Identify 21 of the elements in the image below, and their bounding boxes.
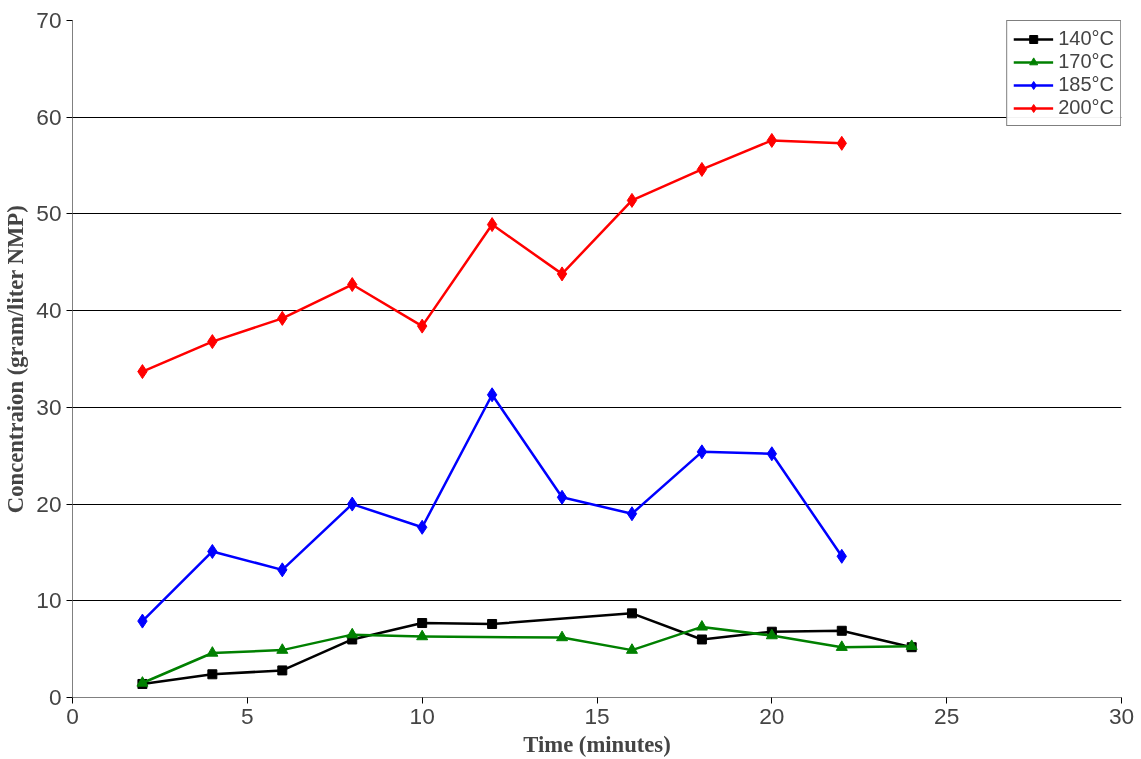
x-tick-label: 0: [66, 702, 79, 729]
x-tick-label: 10: [409, 702, 435, 729]
y-tick-label: 30: [36, 393, 62, 420]
x-tick-label: 15: [584, 702, 610, 729]
y-tick-label: 70: [36, 7, 62, 33]
y-tick-label: 60: [36, 103, 62, 130]
y-tick-label: 40: [36, 297, 62, 324]
x-axis-title: Time (minutes): [523, 731, 671, 757]
legend-label: 185°C: [1058, 73, 1114, 96]
x-tick-label: 5: [241, 702, 254, 729]
x-tick-label: 25: [934, 702, 960, 729]
legend-label: 140°C: [1058, 27, 1114, 50]
x-tick-label: 30: [1108, 702, 1135, 729]
y-tick-label: 10: [36, 587, 62, 614]
y-tick-label: 50: [36, 200, 62, 227]
y-axis-title: Concentraion (gram/liter NMP): [3, 205, 29, 514]
x-tick-label: 20: [759, 702, 785, 729]
legend-label: 200°C: [1058, 96, 1114, 119]
legend-label: 170°C: [1058, 50, 1114, 73]
y-tick-label: 0: [48, 684, 62, 710]
y-tick-label: 20: [36, 490, 62, 517]
